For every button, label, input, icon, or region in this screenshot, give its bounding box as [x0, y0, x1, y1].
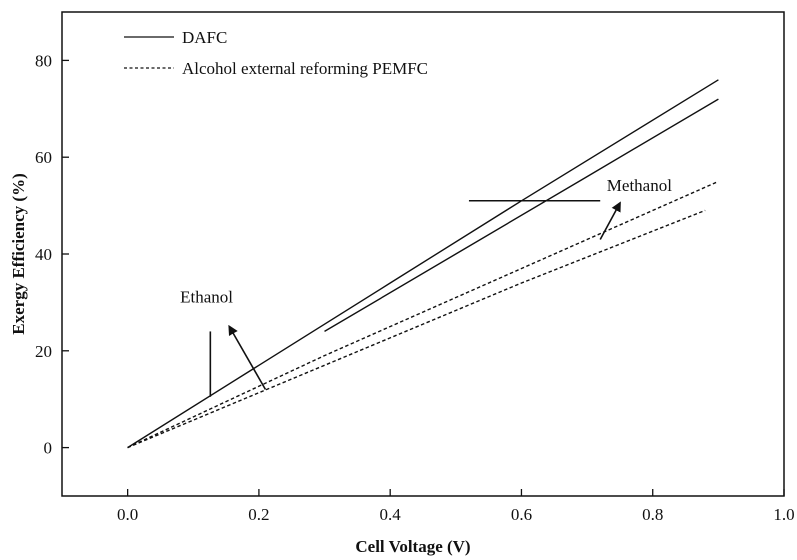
methanol-arrow: [599, 201, 621, 240]
x-tick-label: 0.2: [248, 505, 269, 524]
series-lines: [127, 79, 719, 449]
x-tick-label: 1.0: [773, 505, 794, 524]
series-line-4-dashed: [127, 209, 706, 449]
ethanol-arrow: [228, 324, 267, 390]
legend-label-pemfc: Alcohol external reforming PEMFC: [182, 59, 428, 78]
x-axis-title: Cell Voltage (V): [355, 537, 470, 556]
x-axis: 0.0 0.2 0.4 0.6 0.8 1.0: [117, 489, 795, 524]
legend: DAFC Alcohol external reforming PEMFC: [124, 28, 428, 78]
y-tick-label: 60: [35, 148, 52, 167]
x-tick-label: 0.8: [642, 505, 663, 524]
annotation-ethanol: Ethanol: [180, 287, 233, 306]
x-tick-label: 0.0: [117, 505, 138, 524]
annotation-methanol: Methanol: [607, 176, 672, 195]
x-tick-label: 0.6: [511, 505, 532, 524]
series-line-1-solid: [127, 79, 719, 449]
plot-frame: [61, 11, 785, 497]
y-tick-label: 20: [35, 342, 52, 361]
y-tick-label: 80: [35, 51, 52, 70]
series-line-2-solid: [324, 98, 719, 333]
y-tick-label: 40: [35, 245, 52, 264]
y-tick-label: 0: [44, 439, 53, 458]
x-tick-label: 0.4: [380, 505, 402, 524]
series-line-3-dashed: [127, 180, 719, 449]
annotations: Ethanol Methanol: [180, 176, 672, 306]
y-axis: 0 20 40 60 80: [35, 51, 69, 458]
y-axis-title: Exergy Efficiency (%): [9, 173, 28, 334]
annotation-arrows: [209, 199, 621, 397]
legend-label-dafc: DAFC: [182, 28, 227, 47]
